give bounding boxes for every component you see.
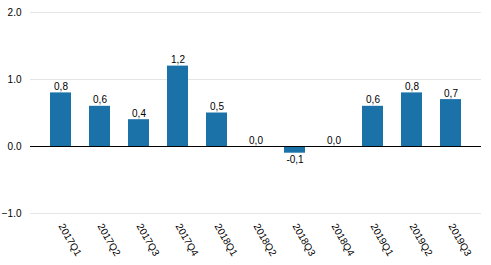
svg-text:2.0: 2.0	[8, 7, 22, 18]
svg-text:0,7: 0,7	[444, 88, 458, 99]
svg-text:0,6: 0,6	[366, 94, 380, 105]
svg-text:0,6: 0,6	[93, 94, 107, 105]
svg-text:-0,1: -0,1	[286, 154, 304, 165]
svg-text:2019Q2: 2019Q2	[407, 222, 435, 259]
svg-text:2017Q2: 2017Q2	[95, 222, 123, 259]
svg-text:1,2: 1,2	[171, 54, 185, 65]
svg-text:2019Q1: 2019Q1	[368, 222, 396, 259]
svg-text:2017Q4: 2017Q4	[173, 222, 201, 259]
svg-text:2018Q4: 2018Q4	[329, 222, 357, 259]
svg-text:0,5: 0,5	[210, 101, 224, 112]
svg-text:0,0: 0,0	[249, 135, 263, 146]
svg-text:2017Q1: 2017Q1	[56, 222, 84, 259]
svg-text:2017Q3: 2017Q3	[134, 222, 162, 259]
svg-text:0,0: 0,0	[327, 135, 341, 146]
svg-text:2018Q1: 2018Q1	[212, 222, 240, 259]
svg-text:0,8: 0,8	[405, 81, 419, 92]
svg-text:0,8: 0,8	[54, 81, 68, 92]
svg-text:0,4: 0,4	[132, 108, 146, 119]
svg-text:−1.0: −1.0	[2, 208, 22, 219]
svg-text:2019Q3: 2019Q3	[446, 222, 474, 259]
svg-text:1.0: 1.0	[8, 74, 22, 85]
svg-text:2018Q2: 2018Q2	[251, 222, 279, 259]
svg-text:2018Q3: 2018Q3	[290, 222, 318, 259]
svg-text:0.0: 0.0	[8, 141, 22, 152]
